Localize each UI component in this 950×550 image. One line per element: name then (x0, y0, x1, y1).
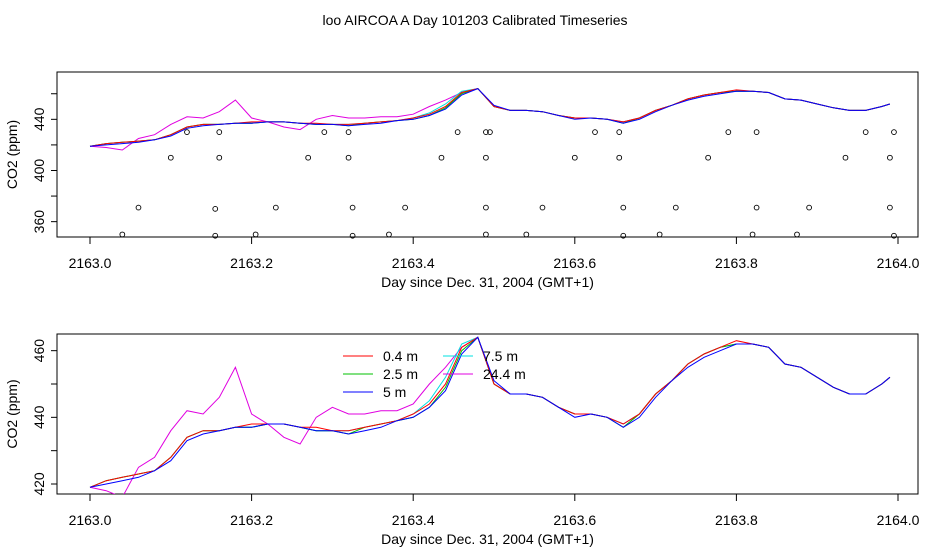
x-tick-label: 2163.4 (392, 255, 435, 271)
plot-frame (56, 71, 919, 238)
legend-label: 7.5 m (483, 348, 518, 364)
x-tick-label: 2163.8 (715, 512, 758, 528)
data-point (167, 154, 174, 161)
x-tick-label: 2163.0 (69, 255, 112, 271)
y-tick-label: 460 (31, 339, 47, 363)
data-point (842, 154, 849, 161)
x-axis-label: Day since Dec. 31, 2004 (GMT+1) (381, 274, 594, 290)
data-point (483, 231, 489, 238)
y-axis-label: CO2 (ppm) (4, 120, 20, 189)
data-point (386, 231, 392, 238)
chart-title: loo AIRCOA A Day 101203 Calibrated Times… (322, 12, 627, 28)
lower-chart-panel: 2163.0 2163.2 2163.4 2163.6 2163.8 2164.0 420 4… (4, 333, 920, 547)
series-line-24-4-m (89, 88, 891, 151)
data-point (616, 154, 623, 161)
legend-label: 5 m (383, 384, 406, 400)
data-point (321, 129, 328, 135)
data-point (887, 154, 893, 161)
data-point (402, 204, 408, 211)
data-point (305, 154, 312, 161)
series-line-5-m (89, 88, 891, 147)
series-group (89, 336, 891, 494)
data-point (672, 204, 679, 211)
x-tick-label: 2163.4 (392, 512, 435, 528)
data-point (806, 204, 812, 211)
data-point (620, 204, 627, 211)
data-point (616, 129, 623, 135)
legend-label: 0.4 m (383, 348, 418, 364)
data-point (438, 154, 445, 161)
data-point (483, 129, 489, 135)
series-line-0-4-m (89, 88, 891, 147)
data-point (349, 204, 356, 211)
data-point (891, 232, 897, 239)
data-point (753, 129, 760, 135)
legend: 0.4 m 2.5 m 5 m 7.5 m 24.4 m (343, 348, 526, 400)
x-axis-label: Day since Dec. 31, 2004 (GMT+1) (381, 531, 594, 547)
series-group (89, 88, 891, 151)
data-point (212, 232, 219, 239)
x-tick-label: 2163.8 (715, 255, 758, 271)
series-line-7-5-m (89, 88, 891, 147)
legend-label: 2.5 m (383, 366, 418, 382)
x-tick-label: 2163.2 (230, 255, 273, 271)
data-point (483, 204, 489, 211)
data-point (216, 129, 223, 135)
data-point (212, 206, 219, 212)
data-point (345, 129, 352, 135)
data-point (454, 129, 461, 135)
plot-frame (56, 333, 919, 495)
data-point (184, 129, 190, 135)
data-point (725, 129, 732, 135)
upper-chart-panel: 2163.0 2163.2 2163.4 2163.6 2163.8 2164.0 360 4… (4, 71, 920, 290)
data-point (216, 154, 223, 161)
data-point (887, 204, 893, 211)
data-point (656, 231, 663, 238)
data-point (620, 232, 627, 239)
data-point (523, 231, 530, 238)
data-point (592, 129, 598, 135)
data-point (349, 232, 356, 239)
data-point (539, 204, 546, 211)
data-point (487, 129, 493, 135)
y-tick-label: 360 (31, 210, 47, 234)
x-tick-label: 2164.0 (877, 512, 920, 528)
x-tick-label: 2164.0 (877, 255, 920, 271)
x-tick-label: 2163.6 (553, 512, 596, 528)
data-point (794, 231, 800, 238)
data-point (753, 204, 760, 211)
data-point (891, 129, 897, 135)
y-axis-label: CO2 (ppm) (4, 379, 20, 448)
data-point (705, 154, 711, 161)
y-tick-label: 420 (31, 472, 47, 496)
data-point (252, 231, 259, 238)
data-point (571, 154, 578, 161)
y-tick-label: 440 (31, 405, 47, 429)
data-point (119, 231, 126, 238)
y-tick-label: 440 (31, 107, 47, 131)
data-point (749, 231, 756, 238)
series-line-5-m (89, 336, 891, 488)
data-point (135, 204, 142, 211)
data-point (272, 204, 279, 211)
x-tick-label: 2163.2 (230, 512, 273, 528)
series-line-2-5-m (89, 88, 891, 147)
x-tick-label: 2163.6 (553, 255, 596, 271)
data-point (483, 154, 489, 161)
y-tick-label: 400 (31, 159, 47, 183)
data-point (345, 154, 352, 161)
data-point (862, 129, 869, 135)
x-tick-label: 2163.0 (69, 512, 112, 528)
legend-label: 24.4 m (483, 366, 526, 382)
